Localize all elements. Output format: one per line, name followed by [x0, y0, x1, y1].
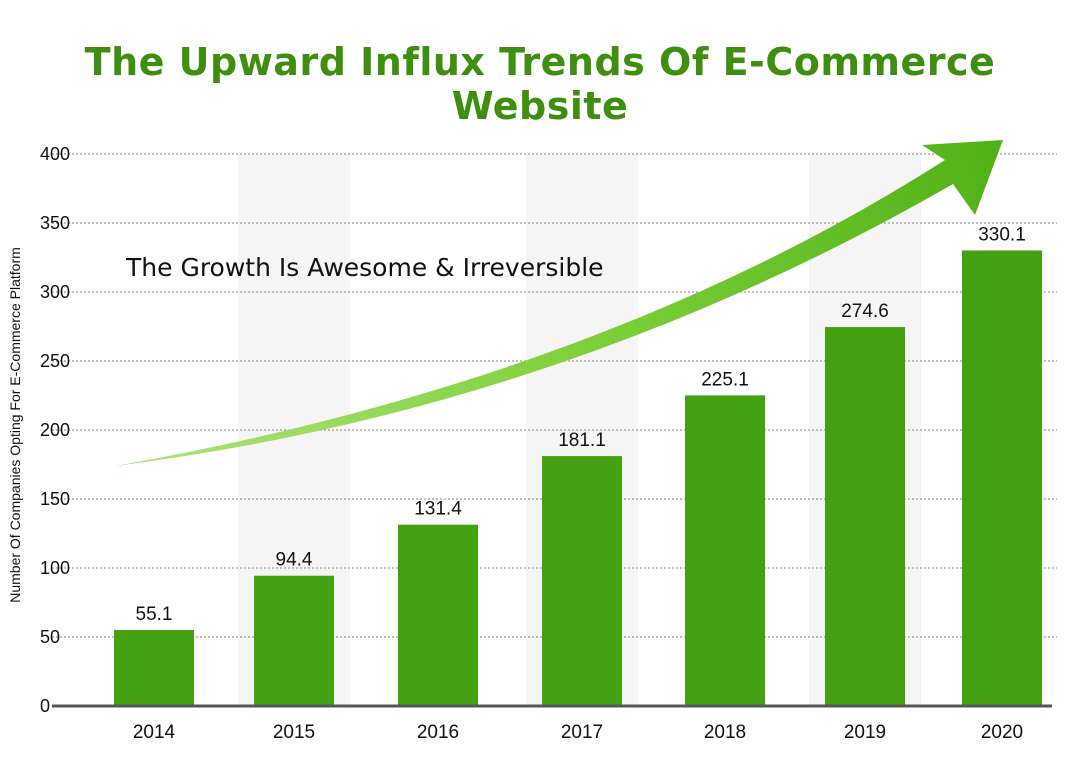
x-tick-label: 2020 [981, 722, 1023, 743]
growth-annotation: The Growth Is Awesome & Irreversible [125, 253, 604, 282]
bars [114, 250, 1042, 706]
y-tick-label: 400 [40, 144, 70, 164]
bar-2016 [398, 524, 478, 706]
bar-2017 [542, 456, 622, 706]
bar-2020 [962, 250, 1042, 706]
value-label-2020: 330.1 [978, 224, 1026, 245]
x-tick-label: 2015 [273, 722, 315, 743]
value-label-2017: 181.1 [558, 430, 606, 451]
y-tick-label: 100 [40, 558, 70, 578]
x-tick-label: 2019 [844, 722, 886, 743]
x-tick-label: 2014 [133, 722, 176, 743]
bar-2019 [825, 327, 905, 706]
x-tick-label: 2018 [704, 722, 746, 743]
value-label-2018: 225.1 [701, 369, 749, 390]
bar-2014 [114, 629, 194, 706]
y-axis-title: Number Of Companies Opting For E-Commerc… [7, 247, 23, 603]
y-tick-label: 300 [40, 282, 70, 302]
x-tick-label: 2017 [561, 722, 603, 743]
y-tick-label: 50 [40, 627, 60, 647]
y-tick-label: 250 [40, 351, 70, 371]
value-label-2015: 94.4 [276, 550, 313, 571]
y-tick-label: 150 [40, 489, 70, 509]
value-label-2019: 274.6 [841, 301, 889, 322]
value-label-2016: 131.4 [414, 499, 462, 520]
y-tick-label: 200 [40, 420, 70, 440]
y-tick-label: 0 [40, 696, 50, 716]
value-labels: 55.1 94.4 131.4 181.1 225.1 274.6 330.1 [136, 224, 1026, 624]
bar-2015 [254, 575, 334, 706]
value-label-2014: 55.1 [136, 604, 173, 625]
y-axis-ticks: 0 50 100 150 200 250 300 350 400 [40, 144, 70, 716]
x-tick-label: 2016 [417, 722, 459, 743]
category-labels: 2014 2015 2016 2017 2018 2019 2020 [133, 722, 1023, 743]
y-tick-label: 350 [40, 213, 70, 233]
bar-2018 [685, 395, 765, 706]
chart-title: The Upward Influx Trends Of E-Commerce W… [84, 40, 996, 128]
